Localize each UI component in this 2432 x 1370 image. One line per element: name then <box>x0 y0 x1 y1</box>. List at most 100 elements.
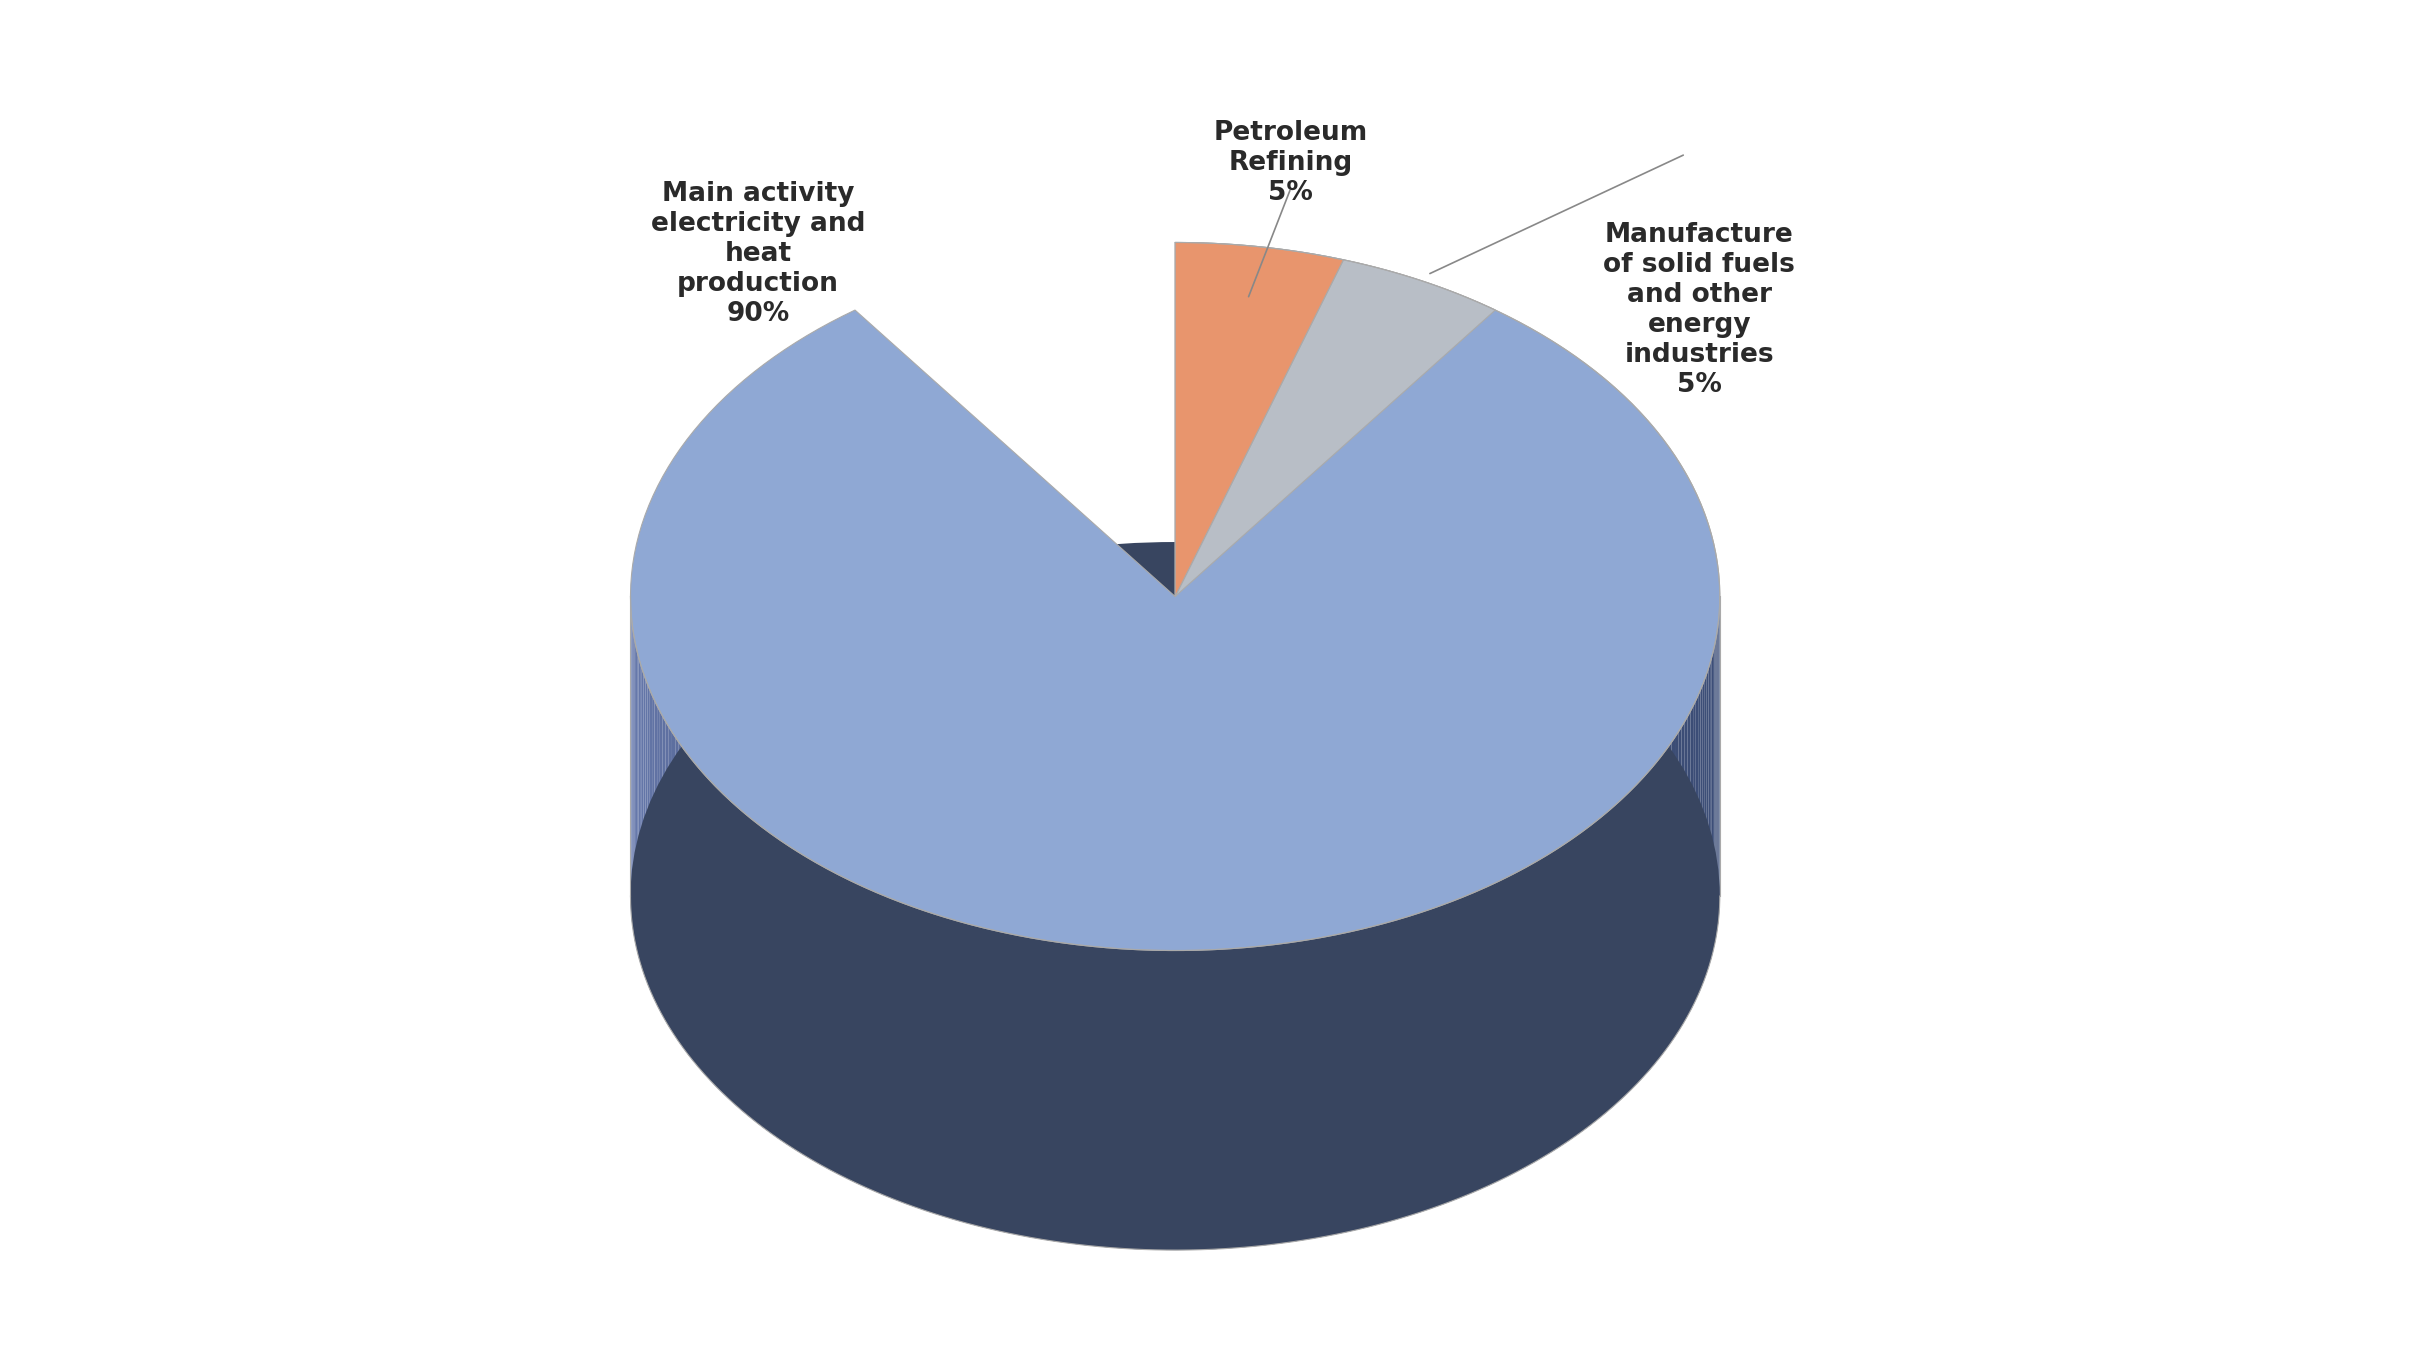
Polygon shape <box>1671 737 1676 1041</box>
Polygon shape <box>1629 786 1634 1091</box>
Polygon shape <box>1014 934 1024 1236</box>
Polygon shape <box>1610 804 1615 1108</box>
Polygon shape <box>1452 899 1459 1200</box>
Polygon shape <box>1055 943 1065 1243</box>
Polygon shape <box>1415 912 1423 1214</box>
Polygon shape <box>1352 930 1359 1232</box>
Polygon shape <box>795 851 803 1154</box>
Polygon shape <box>1252 947 1260 1247</box>
Polygon shape <box>756 822 761 1126</box>
Polygon shape <box>1277 943 1287 1244</box>
Polygon shape <box>876 892 883 1195</box>
Polygon shape <box>1116 948 1124 1248</box>
Polygon shape <box>1676 732 1678 1037</box>
Polygon shape <box>652 695 654 1000</box>
Polygon shape <box>691 758 693 1062</box>
Polygon shape <box>659 711 662 1017</box>
Polygon shape <box>1099 947 1107 1247</box>
Polygon shape <box>1235 948 1243 1248</box>
Polygon shape <box>693 762 698 1067</box>
Polygon shape <box>1243 947 1252 1247</box>
Polygon shape <box>1301 940 1311 1240</box>
Polygon shape <box>1000 932 1007 1233</box>
Polygon shape <box>1615 800 1620 1104</box>
Polygon shape <box>841 877 849 1180</box>
Polygon shape <box>1260 945 1270 1245</box>
Polygon shape <box>1359 927 1367 1229</box>
Polygon shape <box>1661 752 1663 1056</box>
Polygon shape <box>1445 901 1452 1204</box>
Polygon shape <box>849 880 856 1182</box>
Polygon shape <box>1150 951 1158 1249</box>
Polygon shape <box>703 771 705 1077</box>
Polygon shape <box>883 896 890 1197</box>
Polygon shape <box>1270 944 1277 1245</box>
Polygon shape <box>1328 934 1335 1236</box>
Polygon shape <box>1625 790 1629 1095</box>
Polygon shape <box>1107 948 1116 1248</box>
Polygon shape <box>1634 781 1639 1086</box>
Polygon shape <box>662 717 666 1021</box>
Polygon shape <box>1141 949 1150 1249</box>
Polygon shape <box>725 796 730 1100</box>
Polygon shape <box>912 907 919 1208</box>
Polygon shape <box>1566 838 1571 1143</box>
Polygon shape <box>1668 743 1671 1047</box>
Polygon shape <box>1685 717 1688 1021</box>
Polygon shape <box>766 830 773 1134</box>
Polygon shape <box>803 855 807 1158</box>
Polygon shape <box>686 752 691 1056</box>
Polygon shape <box>749 818 756 1122</box>
Polygon shape <box>1561 843 1566 1147</box>
Polygon shape <box>1335 933 1342 1234</box>
Polygon shape <box>1342 932 1352 1233</box>
Polygon shape <box>1175 951 1184 1249</box>
Polygon shape <box>1192 951 1201 1249</box>
Polygon shape <box>1681 722 1685 1026</box>
Polygon shape <box>897 901 905 1204</box>
Polygon shape <box>1459 896 1466 1197</box>
Polygon shape <box>654 700 657 1006</box>
Polygon shape <box>783 843 790 1147</box>
Polygon shape <box>1530 862 1535 1166</box>
Polygon shape <box>657 706 659 1011</box>
Polygon shape <box>1649 767 1651 1071</box>
Polygon shape <box>919 910 929 1211</box>
Polygon shape <box>705 777 710 1081</box>
Polygon shape <box>1644 771 1649 1077</box>
Polygon shape <box>1073 944 1082 1245</box>
Polygon shape <box>1311 938 1318 1238</box>
Polygon shape <box>1503 877 1508 1180</box>
Polygon shape <box>666 722 669 1026</box>
Polygon shape <box>1391 919 1398 1221</box>
Polygon shape <box>1693 700 1695 1006</box>
Polygon shape <box>1031 938 1041 1238</box>
Polygon shape <box>1065 943 1073 1244</box>
Polygon shape <box>1024 937 1031 1237</box>
Polygon shape <box>1549 851 1554 1154</box>
Polygon shape <box>1591 822 1595 1126</box>
Polygon shape <box>1048 941 1055 1241</box>
Polygon shape <box>951 919 958 1221</box>
Polygon shape <box>1082 945 1090 1245</box>
Text: Manufacture
of solid fuels
and other
energy
industries
5%: Manufacture of solid fuels and other ene… <box>1603 222 1795 399</box>
Polygon shape <box>1651 762 1656 1067</box>
Polygon shape <box>890 899 897 1200</box>
Polygon shape <box>1158 951 1167 1249</box>
Polygon shape <box>1041 940 1048 1240</box>
Polygon shape <box>944 917 951 1219</box>
Polygon shape <box>1600 814 1605 1118</box>
Polygon shape <box>1184 951 1192 1249</box>
Polygon shape <box>1133 949 1141 1249</box>
Polygon shape <box>990 930 1000 1232</box>
Polygon shape <box>1488 882 1496 1185</box>
Polygon shape <box>822 866 827 1169</box>
Polygon shape <box>1688 711 1690 1017</box>
Polygon shape <box>1287 943 1294 1243</box>
Polygon shape <box>1508 873 1515 1175</box>
Ellipse shape <box>630 543 1719 1249</box>
Polygon shape <box>715 786 720 1091</box>
Text: Petroleum
Refining
5%: Petroleum Refining 5% <box>1214 121 1369 206</box>
Polygon shape <box>1218 949 1226 1249</box>
Polygon shape <box>905 904 912 1207</box>
